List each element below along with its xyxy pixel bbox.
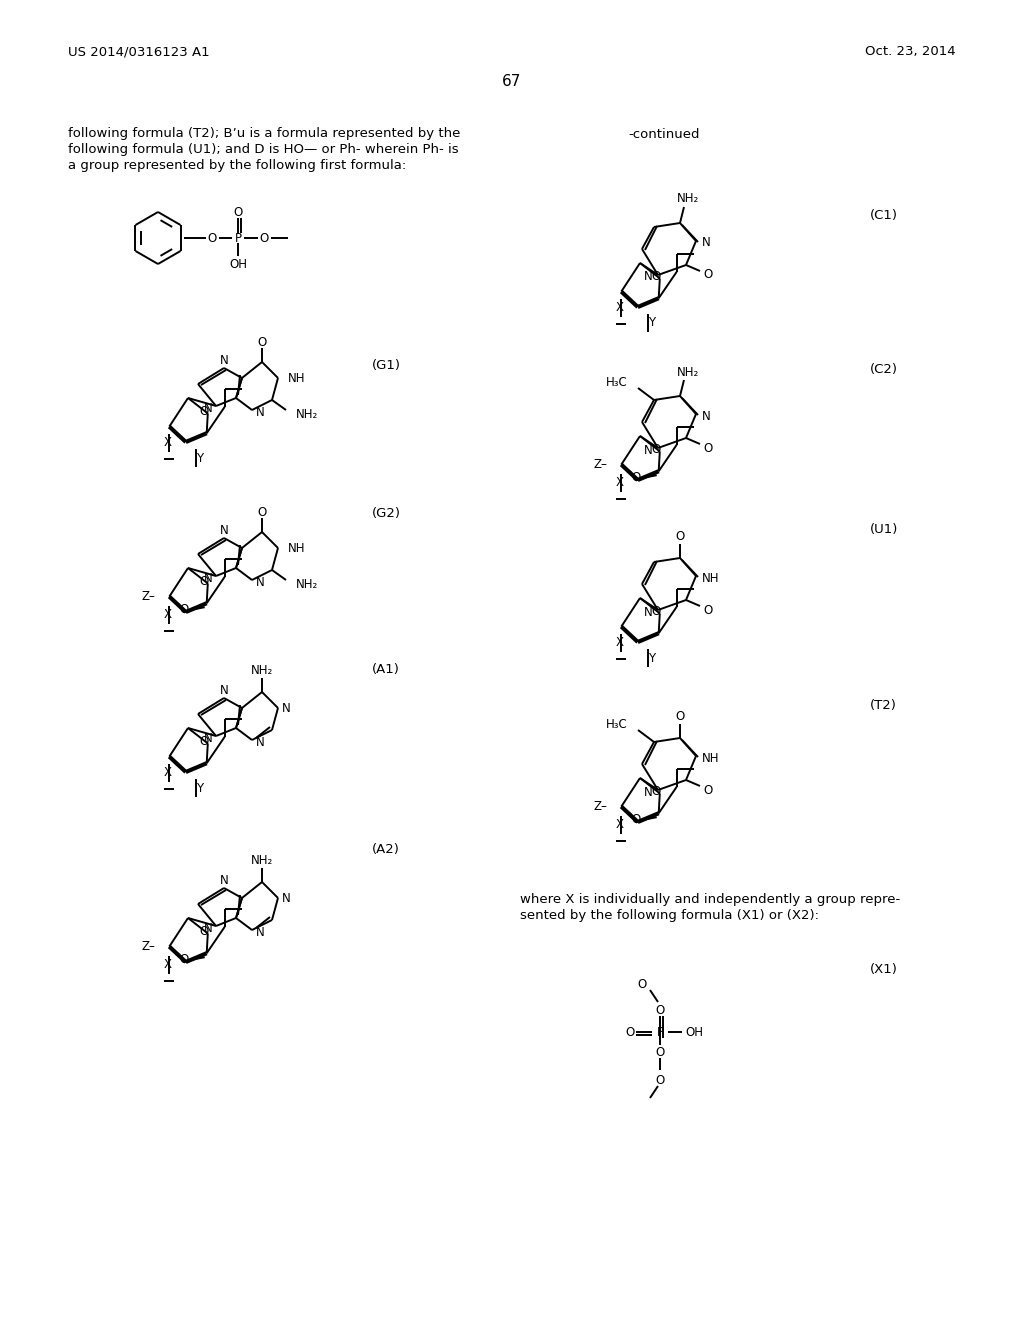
Text: Z–: Z– <box>594 458 607 471</box>
Text: (G2): (G2) <box>372 507 401 520</box>
Text: N: N <box>256 405 265 418</box>
Text: Z–: Z– <box>594 800 607 813</box>
Text: X: X <box>163 436 171 449</box>
Text: (A1): (A1) <box>372 664 400 676</box>
Text: (X1): (X1) <box>870 964 898 977</box>
Text: -continued: -continued <box>628 128 699 140</box>
Text: following formula (U1); and D is HO— or Ph- wherein Ph- is: following formula (U1); and D is HO— or … <box>68 144 459 157</box>
Text: N: N <box>256 925 265 939</box>
Text: O: O <box>655 1045 665 1059</box>
Text: O: O <box>632 471 641 484</box>
Text: O: O <box>200 576 209 587</box>
Text: O: O <box>200 925 209 939</box>
Text: X: X <box>615 636 624 649</box>
Text: X: X <box>615 477 624 490</box>
Text: H₃C: H₃C <box>606 375 628 388</box>
Text: N: N <box>204 923 212 936</box>
Text: O: O <box>626 1026 635 1039</box>
Text: N: N <box>644 444 652 457</box>
Text: O: O <box>651 785 660 797</box>
Text: Y: Y <box>197 451 204 465</box>
Text: NH₂: NH₂ <box>251 854 273 866</box>
Text: N: N <box>282 891 291 904</box>
Text: NH: NH <box>702 572 720 585</box>
Text: O: O <box>655 1003 665 1016</box>
Text: N: N <box>204 733 212 746</box>
Text: X: X <box>163 609 171 622</box>
Text: H₃C: H₃C <box>606 718 628 730</box>
Text: N: N <box>219 524 228 536</box>
Text: O: O <box>233 206 243 219</box>
Text: O: O <box>257 335 266 348</box>
Text: O: O <box>651 269 660 282</box>
Text: O: O <box>200 735 209 748</box>
Text: O: O <box>179 953 188 966</box>
Text: sented by the following formula (X1) or (X2):: sented by the following formula (X1) or … <box>520 909 819 923</box>
Text: X: X <box>163 766 171 779</box>
Text: (T2): (T2) <box>870 698 897 711</box>
Text: O: O <box>655 1073 665 1086</box>
Text: O: O <box>637 978 646 990</box>
Text: X: X <box>615 818 624 832</box>
Text: O: O <box>676 710 685 722</box>
Text: NH: NH <box>288 371 305 384</box>
Text: (U1): (U1) <box>870 524 898 536</box>
Text: (C2): (C2) <box>870 363 898 376</box>
Text: following formula (T2); Bʼu is a formula represented by the: following formula (T2); Bʼu is a formula… <box>68 128 461 140</box>
Text: NH₂: NH₂ <box>296 408 318 421</box>
Text: N: N <box>256 576 265 589</box>
Text: a group represented by the following first formula:: a group represented by the following fir… <box>68 160 407 173</box>
Text: P: P <box>234 231 242 244</box>
Text: O: O <box>676 529 685 543</box>
Text: N: N <box>204 573 212 586</box>
Text: X: X <box>615 301 624 314</box>
Text: O: O <box>632 813 641 826</box>
Text: N: N <box>219 684 228 697</box>
Text: NH₂: NH₂ <box>677 366 699 379</box>
Text: X: X <box>163 958 171 972</box>
Text: O: O <box>651 444 660 455</box>
Text: O: O <box>703 268 713 281</box>
Text: where X is individually and independently a group repre-: where X is individually and independentl… <box>520 894 900 907</box>
Text: OH: OH <box>685 1026 703 1039</box>
Text: Y: Y <box>197 781 204 795</box>
Text: 67: 67 <box>503 74 521 90</box>
Text: O: O <box>703 603 713 616</box>
Text: N: N <box>702 236 711 249</box>
Text: NH: NH <box>288 541 305 554</box>
Text: (G1): (G1) <box>372 359 401 371</box>
Text: N: N <box>644 606 652 619</box>
Text: Z–: Z– <box>141 590 156 603</box>
Text: (A2): (A2) <box>372 843 400 857</box>
Text: N: N <box>256 735 265 748</box>
Text: O: O <box>651 605 660 618</box>
Text: Y: Y <box>648 317 655 330</box>
Text: O: O <box>703 784 713 796</box>
Text: Y: Y <box>648 652 655 664</box>
Text: OH: OH <box>229 257 247 271</box>
Text: O: O <box>703 441 713 454</box>
Text: N: N <box>702 409 711 422</box>
Text: O: O <box>208 231 217 244</box>
Text: NH₂: NH₂ <box>296 578 318 590</box>
Text: (C1): (C1) <box>870 209 898 222</box>
Text: O: O <box>259 231 268 244</box>
Text: P: P <box>656 1026 664 1039</box>
Text: Oct. 23, 2014: Oct. 23, 2014 <box>865 45 956 58</box>
Text: N: N <box>644 785 652 799</box>
Text: N: N <box>204 403 212 416</box>
Text: N: N <box>644 271 652 284</box>
Text: N: N <box>219 874 228 887</box>
Text: NH₂: NH₂ <box>677 193 699 206</box>
Text: O: O <box>179 603 188 616</box>
Text: NH: NH <box>702 751 720 764</box>
Text: US 2014/0316123 A1: US 2014/0316123 A1 <box>68 45 210 58</box>
Text: N: N <box>282 701 291 714</box>
Text: O: O <box>257 506 266 519</box>
Text: N: N <box>219 354 228 367</box>
Text: Z–: Z– <box>141 940 156 953</box>
Text: O: O <box>200 405 209 418</box>
Text: NH₂: NH₂ <box>251 664 273 676</box>
